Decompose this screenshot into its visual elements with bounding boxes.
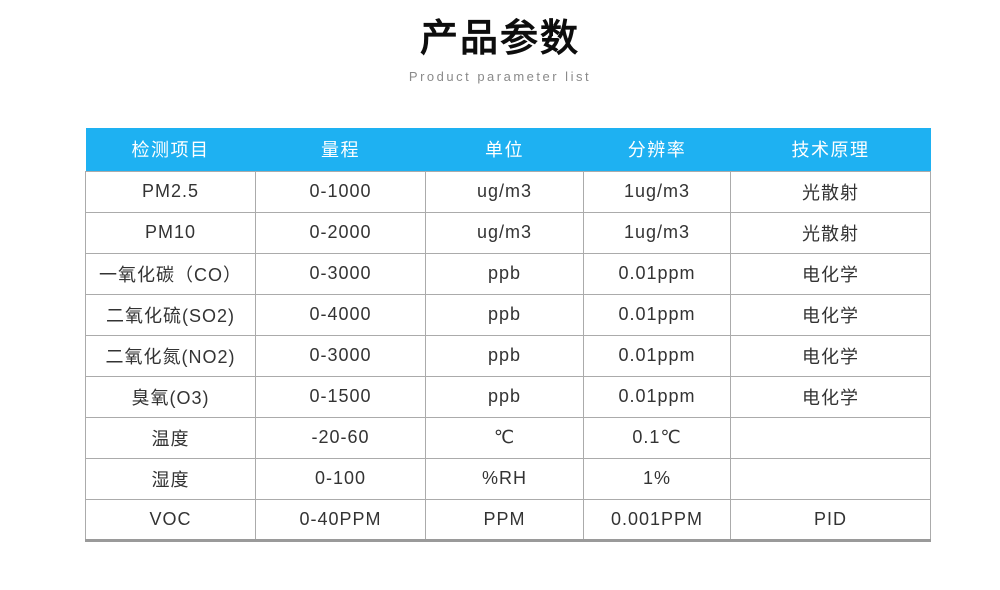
cell-resolution: 0.01ppm (583, 375, 731, 418)
table-row: 二氧化硫(SO2) 0-4000 ppb 0.01ppm 电化学 (85, 293, 931, 336)
table-row: 臭氧(O3) 0-1500 ppb 0.01ppm 电化学 (85, 375, 931, 418)
col-header-item: 检测项目 (85, 128, 256, 171)
cell-unit: ug/m3 (425, 211, 584, 254)
table-row: 二氧化氮(NO2) 0-3000 ppb 0.01ppm 电化学 (85, 334, 931, 377)
cell-resolution: 0.01ppm (583, 334, 731, 377)
table-header-row: 检测项目 量程 单位 分辨率 技术原理 (85, 128, 931, 171)
cell-principle: 光散射 (730, 170, 931, 213)
cell-resolution: 0.01ppm (583, 293, 731, 336)
parameter-table-container: 检测项目 量程 单位 分辨率 技术原理 PM2.5 0-1000 ug/m3 1… (85, 128, 931, 542)
col-header-resolution: 分辨率 (583, 128, 731, 171)
cell-item: 一氧化碳（CO） (85, 252, 256, 295)
cell-item: 湿度 (85, 457, 256, 500)
cell-unit: PPM (425, 498, 584, 541)
cell-item: 臭氧(O3) (85, 375, 256, 418)
cell-item: 二氧化氮(NO2) (85, 334, 256, 377)
cell-range: 0-1000 (255, 170, 426, 213)
table-row: 一氧化碳（CO） 0-3000 ppb 0.01ppm 电化学 (85, 252, 931, 295)
cell-principle: 电化学 (730, 375, 931, 418)
cell-resolution: 0.01ppm (583, 252, 731, 295)
cell-range: 0-3000 (255, 252, 426, 295)
cell-unit: ppb (425, 334, 584, 377)
page-subtitle: Product parameter list (408, 68, 592, 84)
cell-resolution: 1ug/m3 (583, 211, 731, 254)
table-row: 湿度 0-100 %RH 1% (85, 457, 931, 500)
cell-principle (730, 457, 931, 500)
table-row: PM10 0-2000 ug/m3 1ug/m3 光散射 (85, 211, 931, 254)
cell-principle: 电化学 (730, 252, 931, 295)
cell-resolution: 1ug/m3 (583, 170, 731, 213)
cell-principle: 电化学 (730, 334, 931, 377)
cell-range: 0-40PPM (255, 498, 426, 541)
cell-principle (730, 416, 931, 459)
cell-range: 0-4000 (255, 293, 426, 336)
cell-principle: PID (730, 498, 931, 541)
cell-range: 0-100 (255, 457, 426, 500)
cell-item: 二氧化硫(SO2) (85, 293, 256, 336)
cell-principle: 电化学 (730, 293, 931, 336)
table-row: 温度 -20-60 ℃ 0.1℃ (85, 416, 931, 459)
cell-range: -20-60 (255, 416, 426, 459)
cell-item: VOC (85, 498, 256, 541)
cell-item: PM2.5 (85, 170, 256, 213)
cell-unit: ppb (425, 252, 584, 295)
cell-resolution: 0.1℃ (583, 416, 731, 459)
parameter-table: 检测项目 量程 单位 分辨率 技术原理 PM2.5 0-1000 ug/m3 1… (85, 128, 931, 542)
table-row: VOC 0-40PPM PPM 0.001PPM PID (85, 498, 931, 541)
cell-principle: 光散射 (730, 211, 931, 254)
cell-unit: ℃ (425, 416, 584, 459)
cell-unit: ppb (425, 293, 584, 336)
cell-resolution: 1% (583, 457, 731, 500)
cell-unit: %RH (425, 457, 584, 500)
col-header-unit: 单位 (425, 128, 584, 171)
page-title: 产品参数 (419, 18, 580, 60)
cell-unit: ppb (425, 375, 584, 418)
table-row: PM2.5 0-1000 ug/m3 1ug/m3 光散射 (85, 170, 931, 213)
cell-range: 0-1500 (255, 375, 426, 418)
page-header: 产品参数 Product parameter list (0, 18, 1000, 84)
cell-item: 温度 (85, 416, 256, 459)
col-header-range: 量程 (255, 128, 426, 171)
cell-range: 0-2000 (255, 211, 426, 254)
cell-item: PM10 (85, 211, 256, 254)
cell-resolution: 0.001PPM (583, 498, 731, 541)
cell-range: 0-3000 (255, 334, 426, 377)
col-header-principle: 技术原理 (730, 128, 931, 171)
cell-unit: ug/m3 (425, 170, 584, 213)
